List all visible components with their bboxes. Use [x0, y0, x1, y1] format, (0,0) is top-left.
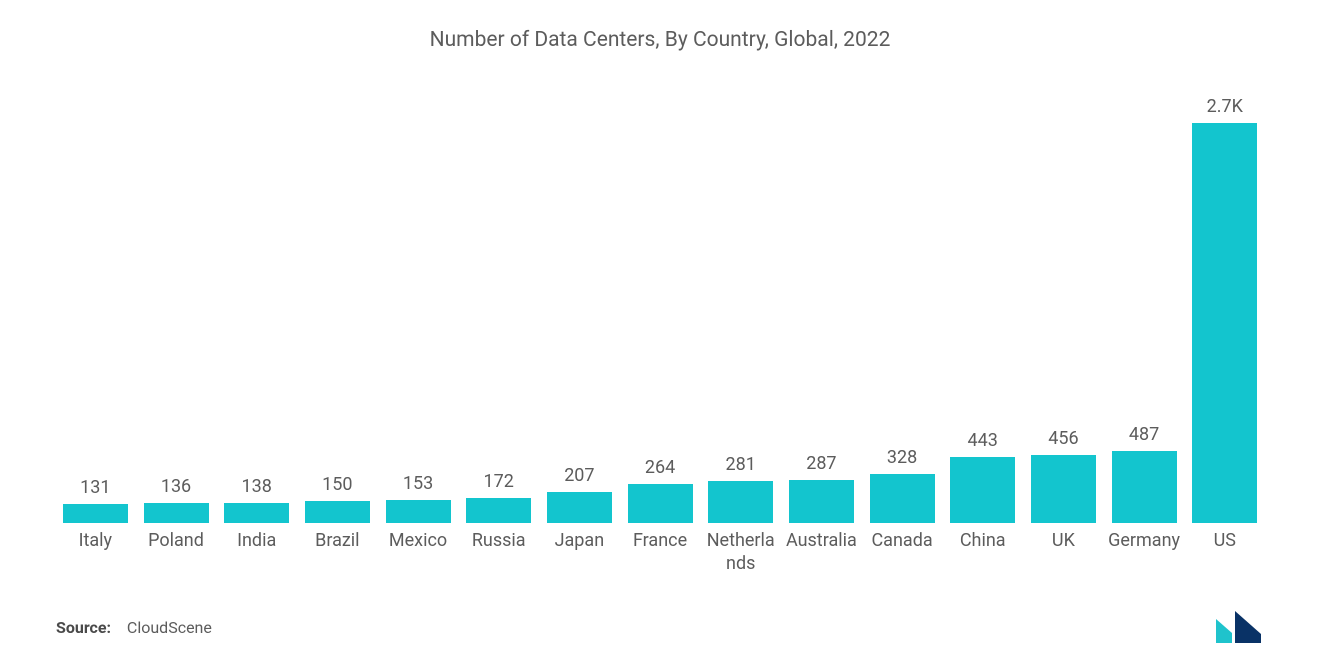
- source-value: CloudScene: [127, 618, 212, 637]
- bar-group: 487: [1104, 60, 1185, 523]
- value-label: 281: [726, 454, 756, 475]
- bar-group: 443: [942, 60, 1023, 523]
- x-label: France: [620, 529, 701, 579]
- value-label: 328: [887, 447, 917, 468]
- bar: [1192, 123, 1257, 523]
- value-label: 456: [1048, 428, 1078, 449]
- value-label: 153: [403, 473, 433, 494]
- x-label: China: [942, 529, 1023, 579]
- value-label: 487: [1129, 424, 1159, 445]
- logo-left-shape: [1216, 619, 1232, 643]
- x-label: Canada: [862, 529, 943, 579]
- bar-group: 136: [136, 60, 217, 523]
- bar: [1031, 455, 1096, 523]
- bar: [870, 474, 935, 523]
- bar-group: 287: [781, 60, 862, 523]
- x-label: Germany: [1104, 529, 1185, 579]
- bar-group: 2.7K: [1184, 60, 1265, 523]
- bar: [950, 457, 1015, 523]
- source-text: Source: CloudScene: [50, 618, 212, 637]
- bar-group: 264: [620, 60, 701, 523]
- bar-group: 328: [862, 60, 943, 523]
- x-label: India: [216, 529, 297, 579]
- bar-group: 131: [55, 60, 136, 523]
- plot-area: 131 136 138 150 153 172 207 264 281 287 328 443 456 4…: [50, 60, 1270, 523]
- bar-group: 138: [216, 60, 297, 523]
- value-label: 264: [645, 457, 675, 478]
- x-label: Australia: [781, 529, 862, 579]
- value-label: 2.7K: [1207, 96, 1243, 117]
- bar-group: 456: [1023, 60, 1104, 523]
- chart-footer: Source: CloudScene: [50, 579, 1270, 645]
- bar: [386, 500, 451, 523]
- bar: [224, 503, 289, 523]
- bar: [708, 481, 773, 523]
- bar: [466, 498, 531, 523]
- value-label: 172: [484, 471, 514, 492]
- value-label: 136: [161, 476, 191, 497]
- bar: [789, 480, 854, 523]
- bar: [305, 501, 370, 523]
- x-label: Netherlands: [700, 529, 781, 579]
- x-label: Russia: [458, 529, 539, 579]
- x-label: Japan: [539, 529, 620, 579]
- brand-logo: [1214, 609, 1270, 645]
- chart-title: Number of Data Centers, By Country, Glob…: [50, 28, 1270, 52]
- bar-group: 172: [458, 60, 539, 523]
- x-label: UK: [1023, 529, 1104, 579]
- x-label: Italy: [55, 529, 136, 579]
- x-label: US: [1184, 529, 1265, 579]
- value-label: 207: [564, 465, 594, 486]
- value-label: 150: [322, 474, 352, 495]
- logo-right-shape: [1235, 611, 1261, 643]
- bar-group: 150: [297, 60, 378, 523]
- value-label: 131: [80, 477, 110, 498]
- x-axis: ItalyPolandIndiaBrazilMexicoRussiaJapanF…: [50, 523, 1270, 579]
- bar: [628, 484, 693, 523]
- bar: [1112, 451, 1177, 523]
- x-label: Mexico: [378, 529, 459, 579]
- bar: [547, 492, 612, 523]
- chart-container: Number of Data Centers, By Country, Glob…: [0, 0, 1320, 665]
- bar: [144, 503, 209, 523]
- value-label: 287: [806, 453, 836, 474]
- value-label: 443: [968, 430, 998, 451]
- bar-group: 281: [700, 60, 781, 523]
- source-label: Source:: [56, 618, 111, 637]
- bar: [63, 504, 128, 523]
- x-label: Brazil: [297, 529, 378, 579]
- bar-group: 153: [378, 60, 459, 523]
- value-label: 138: [242, 476, 272, 497]
- x-label: Poland: [136, 529, 217, 579]
- bar-group: 207: [539, 60, 620, 523]
